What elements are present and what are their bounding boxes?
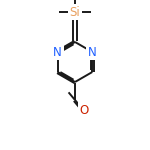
Text: O: O [79,104,89,117]
Text: N: N [53,45,62,58]
Text: N: N [88,45,97,58]
Text: Si: Si [70,6,80,18]
